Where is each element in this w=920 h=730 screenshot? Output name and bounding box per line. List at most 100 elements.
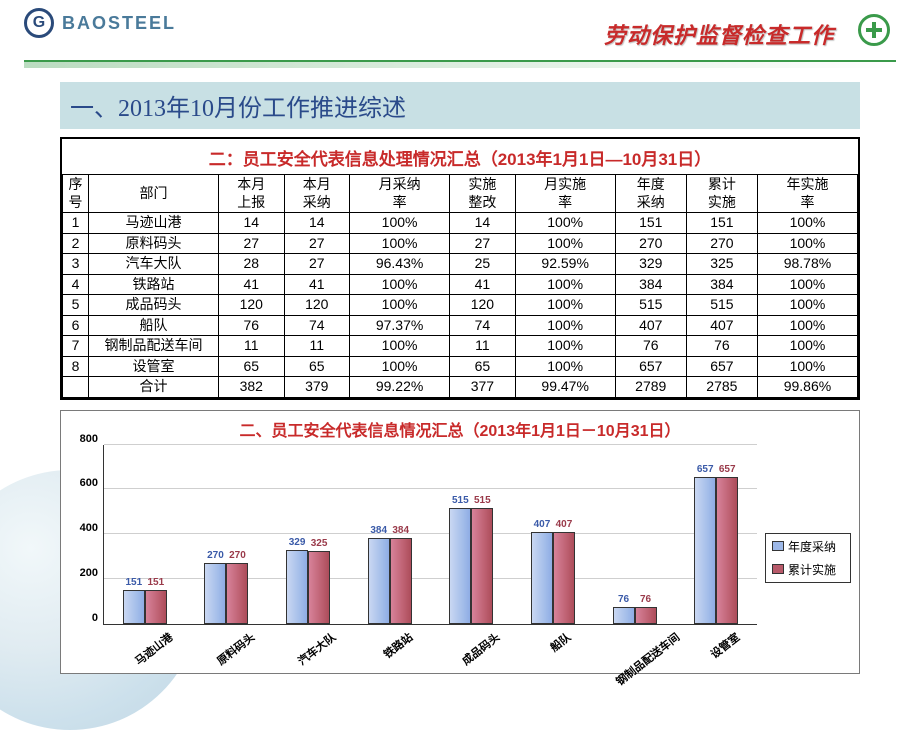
table-cell: 4 [63,274,89,295]
table-cell: 2789 [615,377,686,398]
bar-chart-wrap: 二、员工安全代表信息情况汇总（2013年1月1日－10月31日） 8006004… [60,410,860,674]
bar: 515 [471,508,493,623]
table-cell: 6 [63,315,89,336]
table-cell: 8 [63,356,89,377]
table-cell: 7 [63,336,89,357]
table-header-cell: 本月上报 [219,175,285,213]
table-cell: 27 [284,233,350,254]
table-row: 8设管室6565100%65100%657657100% [63,356,858,377]
table-header-cell: 年实施率 [757,175,857,213]
bar-value-label: 407 [556,519,573,530]
bar: 76 [613,607,635,624]
table-cell: 原料码头 [89,233,219,254]
bar-group: 515515 [431,445,513,624]
table-cell: 2 [63,233,89,254]
table-cell: 100% [350,233,450,254]
table-row: 6船队767497.37%74100%407407100% [63,315,858,336]
table-cell: 120 [450,295,516,316]
table-cell: 325 [686,254,757,275]
table-cell: 1 [63,213,89,234]
bar: 384 [368,538,390,624]
table-row: 7钢制品配送车间1111100%11100%7676100% [63,336,858,357]
x-label: 成品码头 [430,625,512,671]
table-header-cell: 月实施率 [515,175,615,213]
table-cell: 100% [757,315,857,336]
table-cell: 92.59% [515,254,615,275]
table-cell: 99.86% [757,377,857,398]
bar-group: 151151 [104,445,186,624]
table-row: 5成品码头120120100%120100%515515100% [63,295,858,316]
bar: 270 [226,563,248,623]
company-logo-icon: G [24,8,54,38]
table-cell: 铁路站 [89,274,219,295]
table-header-cell: 月采纳率 [350,175,450,213]
table-cell: 329 [615,254,686,275]
safety-plus-icon [858,14,890,46]
table-cell: 384 [615,274,686,295]
table-cell: 100% [515,295,615,316]
y-axis-ticks: 8006004002000 [70,445,100,624]
table-cell: 14 [284,213,350,234]
table-cell: 74 [284,315,350,336]
bar-value-label: 325 [311,538,328,549]
bar-value-label: 657 [719,464,736,475]
bar-value-label: 384 [370,525,387,536]
table-cell: 马迹山港 [89,213,219,234]
bar: 407 [531,532,553,623]
table-cell: 98.78% [757,254,857,275]
bar: 329 [286,550,308,624]
table-row: 2原料码头2727100%27100%270270100% [63,233,858,254]
table-cell: 100% [515,213,615,234]
table-cell: 657 [615,356,686,377]
bar-value-label: 76 [618,594,629,605]
bar-value-label: 270 [207,550,224,561]
bar: 151 [145,590,167,624]
section-title: 一、2013年10月份工作推进综述 [60,82,860,129]
bar-value-label: 515 [452,495,469,506]
table-cell: 100% [757,336,857,357]
table-cell: 100% [757,213,857,234]
table-cell: 14 [219,213,285,234]
bar-value-label: 407 [534,519,551,530]
bar: 384 [390,538,412,624]
table-cell: 407 [615,315,686,336]
bar-group: 7676 [594,445,676,624]
bar-value-label: 384 [392,525,409,536]
bar: 515 [449,508,471,623]
table-cell: 28 [219,254,285,275]
table-header-cell: 本月采纳 [284,175,350,213]
table-cell: 5 [63,295,89,316]
x-axis-labels: 马迹山港原料码头汽车大队铁路站成品码头船队钢制品配送车间设管室 [103,625,757,671]
table-cell: 100% [515,356,615,377]
legend-swatch [772,564,784,574]
table-cell: 设管室 [89,356,219,377]
table-cell [63,377,89,398]
table-cell: 76 [686,336,757,357]
table-cell: 41 [284,274,350,295]
summary-table-wrap: 二：员工安全代表信息处理情况汇总（2013年1月1日—10月31日） 序号部门本… [60,137,860,400]
table-cell: 100% [350,356,450,377]
bar: 407 [553,532,575,623]
chart-plot: 8006004002000 15115127027032932538438451… [103,445,757,625]
x-label: 原料码头 [185,625,267,671]
table-cell: 11 [450,336,516,357]
chart-title: 二、员工安全代表信息情况汇总（2013年1月1日－10月31日） [69,417,851,441]
table-cell: 382 [219,377,285,398]
table-cell: 钢制品配送车间 [89,336,219,357]
table-cell: 407 [686,315,757,336]
table-cell: 120 [219,295,285,316]
table-cell: 100% [757,274,857,295]
bar: 151 [123,590,145,624]
bar: 325 [308,551,330,624]
legend-item: 累计实施 [772,561,844,578]
bar: 657 [694,477,716,624]
chart-legend: 年度采纳累计实施 [765,533,851,583]
summary-table: 序号部门本月上报本月采纳月采纳率实施整改月实施率年度采纳累计实施年实施率 1马迹… [62,174,858,398]
table-cell: 14 [450,213,516,234]
table-cell: 100% [350,213,450,234]
chart-bars: 1511512702703293253843845155154074077676… [104,445,757,624]
table-header-cell: 部门 [89,175,219,213]
table-cell: 100% [757,356,857,377]
table-header-cell: 累计实施 [686,175,757,213]
table-cell: 11 [284,336,350,357]
